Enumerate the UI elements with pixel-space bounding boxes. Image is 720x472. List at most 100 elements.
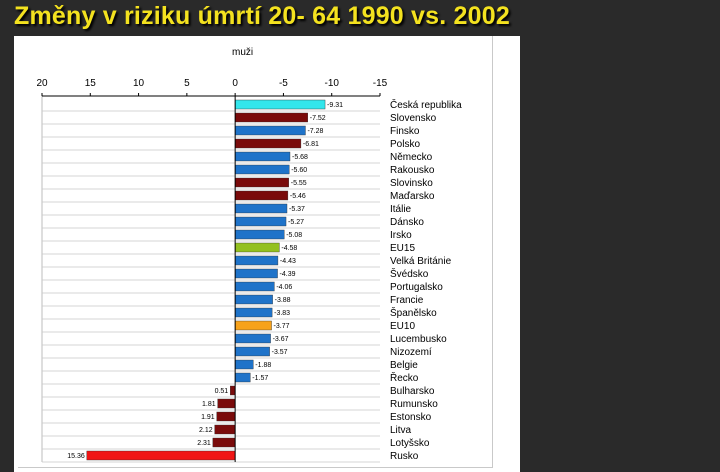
value-label: -5.68 (292, 154, 308, 161)
category-label: Dánsko (390, 217, 424, 228)
bar (234, 190, 289, 201)
bar (234, 125, 306, 136)
value-label: 2.31 (197, 440, 211, 447)
category-label: Belgie (390, 360, 418, 371)
value-labels: -9.31-7.52 -7.28 -6.81 -5.68 -5.60 -5.55 -5.46… (67, 102, 343, 460)
bar (234, 151, 291, 162)
category-label: Maďarsko (390, 191, 435, 202)
bars (86, 99, 326, 461)
bar-chart: muži 20 15 10 5 0 -5 -10 -15 -9.31-7.52 -7.28 -6.… (36, 47, 462, 463)
bar (230, 385, 236, 396)
value-label: -5.08 (286, 232, 302, 239)
x-tick-label: -15 (373, 78, 388, 89)
value-label: 1.81 (202, 401, 216, 408)
value-label: -1.57 (252, 375, 268, 382)
value-label: -3.77 (274, 323, 290, 330)
bar (234, 216, 287, 227)
bar (234, 242, 280, 253)
bar (234, 307, 273, 318)
category-label: Polsko (390, 139, 420, 150)
x-tick-label: 0 (232, 78, 238, 89)
category-label: Litva (390, 425, 412, 436)
value-label: -3.88 (275, 297, 291, 304)
value-label: -3.57 (272, 349, 288, 356)
category-label: Španělsko (390, 306, 437, 319)
category-labels: Česká republika Slovensko Finsko Polsko Něme… (390, 98, 462, 462)
category-label: EU10 (390, 321, 415, 332)
bar (86, 450, 236, 461)
category-label: Rakousko (390, 165, 435, 176)
value-label: 0.51 (215, 388, 229, 395)
value-label: -3.83 (274, 310, 290, 317)
chart-title: muži (232, 47, 253, 58)
row-gridlines (41, 96, 380, 463)
bar (234, 99, 326, 110)
value-label: -6.81 (303, 141, 319, 148)
x-tick-label: 10 (133, 78, 145, 89)
category-label: Slovensko (390, 113, 437, 124)
bar (216, 411, 236, 422)
category-label: Slovinsko (390, 178, 433, 189)
bar (234, 138, 302, 149)
bar (234, 346, 270, 357)
value-label: -5.55 (291, 180, 307, 187)
bar (234, 320, 272, 331)
category-label: Irsko (390, 230, 412, 241)
category-label: EU15 (390, 243, 415, 254)
x-tick-label: -10 (324, 78, 339, 89)
value-label: -4.06 (276, 284, 292, 291)
x-tick-label: 5 (184, 78, 190, 89)
value-label: -5.37 (289, 206, 305, 213)
bar (234, 203, 288, 214)
category-label: Velká Británie (390, 256, 452, 267)
category-label: Rumunsko (390, 399, 438, 410)
value-label: -5.46 (290, 193, 306, 200)
category-label: Portugalsko (390, 282, 443, 293)
value-label: -4.58 (281, 245, 297, 252)
value-label: -7.28 (307, 128, 323, 135)
category-label: Česká republika (390, 98, 462, 111)
category-label: Švédsko (390, 267, 429, 280)
bar (234, 177, 289, 188)
x-tick-label: 20 (36, 78, 48, 89)
value-label: -3.67 (273, 336, 289, 343)
category-label: Francie (390, 295, 424, 306)
value-label: -5.27 (288, 219, 304, 226)
value-label: 1.91 (201, 414, 215, 421)
category-label: Německo (390, 152, 433, 163)
bar (234, 164, 290, 175)
bar (212, 437, 236, 448)
category-label: Nizozemí (390, 347, 432, 358)
chart-plot-panel: muži 20 15 10 5 0 -5 -10 -15 -9.31 -7.52 -7.28 -6.… (18, 36, 493, 468)
value-label: -9.31 (327, 102, 343, 109)
slide-title: Změny v riziku úmrtí 20- 64 1990 vs. 200… (14, 2, 510, 30)
bar (234, 333, 271, 344)
category-label: Rusko (390, 451, 419, 462)
category-label: Bulharsko (390, 386, 435, 397)
bar (234, 255, 279, 266)
bar (234, 294, 273, 305)
bar (234, 229, 285, 240)
value-label: -4.43 (280, 258, 296, 265)
bar (217, 398, 236, 409)
bar (214, 424, 236, 435)
chart-panel: muži 20 15 10 5 0 -5 -10 -15 -9.31 -7.52 -7.28 -6.… (14, 36, 520, 472)
category-label: Lotyšsko (390, 438, 430, 449)
bar (234, 112, 308, 123)
x-tick-label: 15 (85, 78, 97, 89)
bar (234, 268, 278, 279)
x-axis: 20 15 10 5 0 -5 -10 -15 (36, 78, 388, 462)
value-label: -4.39 (280, 271, 296, 278)
value-label: -7.52 (310, 115, 326, 122)
category-label: Lucembusko (390, 334, 447, 345)
bar (234, 359, 254, 370)
category-label: Finsko (390, 126, 420, 137)
category-label: Řecko (390, 371, 419, 384)
bar (234, 372, 251, 383)
category-label: Estonsko (390, 412, 432, 423)
value-label: 2.12 (199, 427, 213, 434)
value-label: -5.60 (291, 167, 307, 174)
x-tick-label: -5 (279, 78, 288, 89)
bar (234, 281, 275, 292)
category-label: Itálie (390, 204, 412, 215)
